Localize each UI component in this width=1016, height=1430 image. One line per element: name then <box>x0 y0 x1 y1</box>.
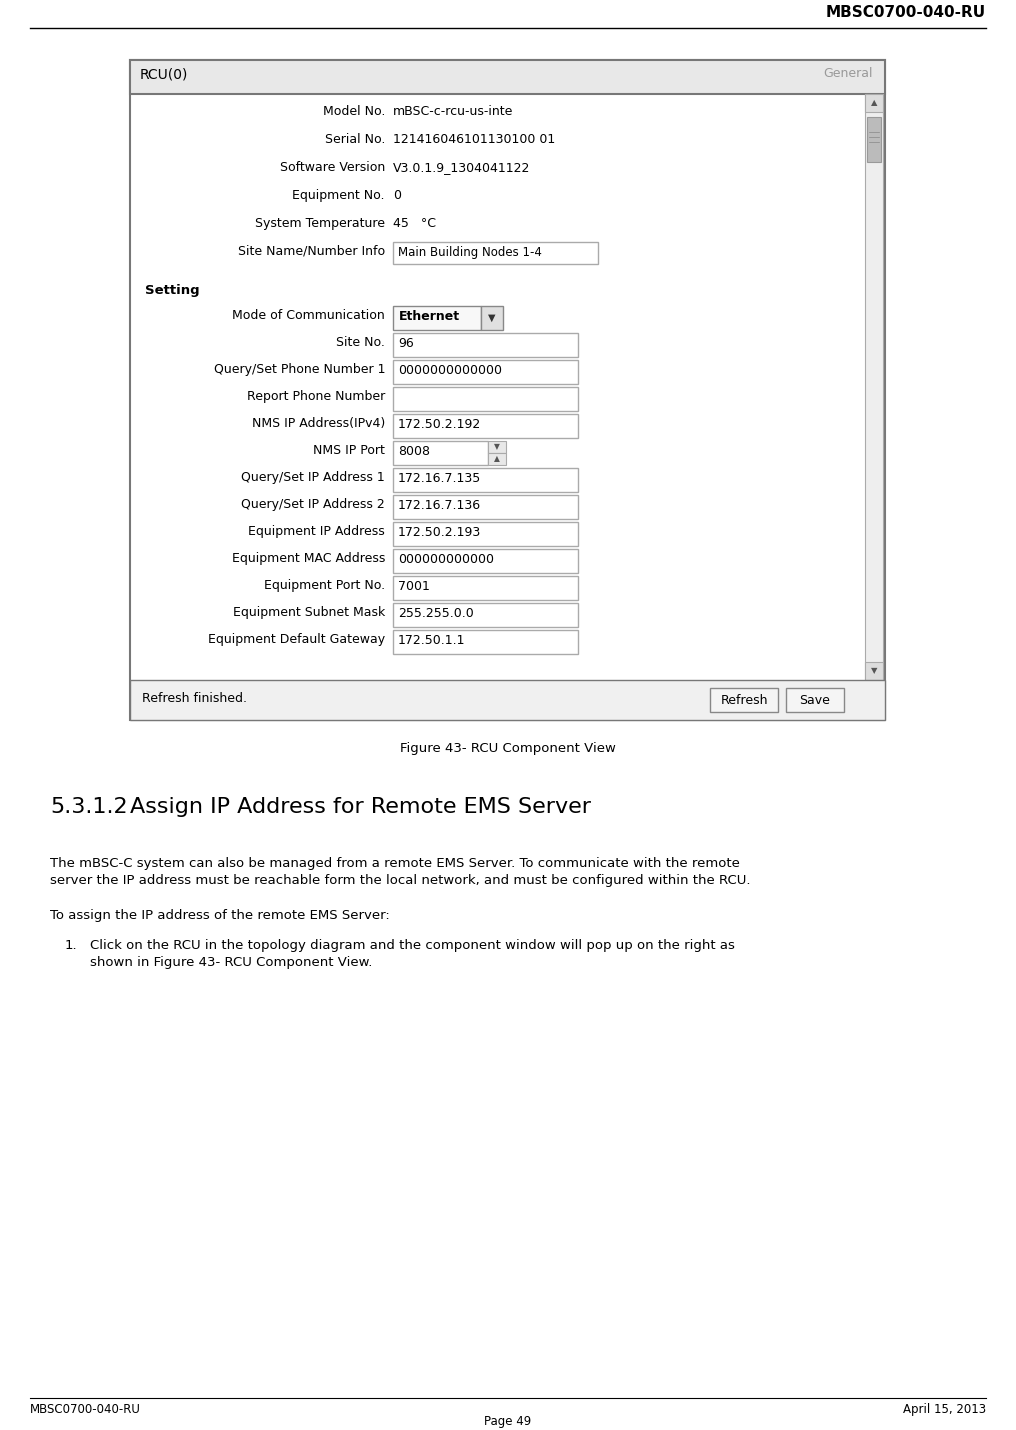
Text: Report Phone Number: Report Phone Number <box>247 390 385 403</box>
Text: 0000000000000: 0000000000000 <box>398 365 502 378</box>
Text: April 15, 2013: April 15, 2013 <box>903 1403 986 1416</box>
Bar <box>130 60 885 94</box>
Text: Equipment No.: Equipment No. <box>293 189 385 202</box>
Bar <box>393 549 578 573</box>
Text: ▲: ▲ <box>871 99 877 107</box>
Text: 172.50.1.1: 172.50.1.1 <box>398 633 465 646</box>
Bar <box>865 94 883 681</box>
Text: shown in Figure 43- RCU Component View.: shown in Figure 43- RCU Component View. <box>90 957 373 970</box>
Bar <box>393 242 598 265</box>
Text: Site Name/Number Info: Site Name/Number Info <box>238 245 385 257</box>
Text: ▼: ▼ <box>494 442 500 452</box>
Bar <box>488 453 506 465</box>
Text: 172.16.7.136: 172.16.7.136 <box>398 499 482 512</box>
Text: Assign IP Address for Remote EMS Server: Assign IP Address for Remote EMS Server <box>130 797 591 817</box>
Text: 172.50.2.193: 172.50.2.193 <box>398 526 482 539</box>
Text: 8008: 8008 <box>398 445 430 458</box>
Text: ▲: ▲ <box>494 455 500 463</box>
Bar <box>393 360 578 385</box>
Bar <box>393 631 578 654</box>
Text: General: General <box>824 67 873 80</box>
Bar <box>393 415 578 438</box>
Text: Figure 43- RCU Component View: Figure 43- RCU Component View <box>400 742 616 755</box>
Bar <box>710 688 778 712</box>
Text: server the IP address must be reachable form the local network, and must be conf: server the IP address must be reachable … <box>50 874 751 887</box>
Text: Equipment MAC Address: Equipment MAC Address <box>232 552 385 565</box>
Text: 96: 96 <box>398 337 414 350</box>
Text: Main Building Nodes 1-4: Main Building Nodes 1-4 <box>398 246 542 259</box>
Bar <box>488 440 506 453</box>
Text: Model No.: Model No. <box>323 104 385 119</box>
Bar <box>865 94 883 112</box>
Text: Software Version: Software Version <box>279 162 385 174</box>
Text: Equipment Port No.: Equipment Port No. <box>264 579 385 592</box>
Bar <box>867 117 881 162</box>
Bar <box>393 603 578 626</box>
Text: MBSC0700-040-RU: MBSC0700-040-RU <box>30 1403 141 1416</box>
Bar <box>393 440 488 465</box>
Text: Click on the RCU in the topology diagram and the component window will pop up on: Click on the RCU in the topology diagram… <box>90 940 735 952</box>
Text: Refresh: Refresh <box>720 694 768 706</box>
Text: ▼: ▼ <box>871 666 877 675</box>
Bar <box>130 681 885 719</box>
Text: 5.3.1.2: 5.3.1.2 <box>50 797 128 817</box>
Text: Equipment Default Gateway: Equipment Default Gateway <box>208 633 385 646</box>
Text: NMS IP Port: NMS IP Port <box>313 443 385 458</box>
Text: 7001: 7001 <box>398 581 430 593</box>
Text: The mBSC-C system can also be managed from a remote EMS Server. To communicate w: The mBSC-C system can also be managed fr… <box>50 857 740 869</box>
Text: V3.0.1.9_1304041122: V3.0.1.9_1304041122 <box>393 162 530 174</box>
Text: 45   °C: 45 °C <box>393 217 436 230</box>
Text: Save: Save <box>800 694 830 706</box>
Text: MBSC0700-040-RU: MBSC0700-040-RU <box>826 4 986 20</box>
Text: Ethernet: Ethernet <box>399 310 460 323</box>
Text: ▼: ▼ <box>489 313 496 323</box>
Text: Refresh finished.: Refresh finished. <box>142 692 247 705</box>
Bar <box>393 468 578 492</box>
Bar <box>393 306 481 330</box>
Text: 1.: 1. <box>65 940 77 952</box>
Bar <box>130 60 885 719</box>
Text: 172.16.7.135: 172.16.7.135 <box>398 472 482 485</box>
Text: Site No.: Site No. <box>336 336 385 349</box>
Text: To assign the IP address of the remote EMS Server:: To assign the IP address of the remote E… <box>50 909 390 922</box>
Bar <box>393 333 578 358</box>
Text: Serial No.: Serial No. <box>325 133 385 146</box>
Text: Page 49: Page 49 <box>485 1416 531 1429</box>
Text: 0: 0 <box>393 189 401 202</box>
Text: 121416046101130100 01: 121416046101130100 01 <box>393 133 556 146</box>
Text: Setting: Setting <box>145 285 199 297</box>
Text: 172.50.2.192: 172.50.2.192 <box>398 418 482 430</box>
Text: 000000000000: 000000000000 <box>398 553 494 566</box>
Text: mBSC-c-rcu-us-inte: mBSC-c-rcu-us-inte <box>393 104 513 119</box>
Bar <box>393 576 578 601</box>
Text: 255.255.0.0: 255.255.0.0 <box>398 606 473 621</box>
Bar <box>393 388 578 410</box>
Text: Equipment IP Address: Equipment IP Address <box>248 525 385 538</box>
Text: Query/Set IP Address 1: Query/Set IP Address 1 <box>241 470 385 483</box>
Bar <box>786 688 844 712</box>
Text: System Temperature: System Temperature <box>255 217 385 230</box>
Text: RCU(0): RCU(0) <box>140 67 188 82</box>
Bar <box>393 522 578 546</box>
Bar <box>865 662 883 681</box>
Text: Mode of Communication: Mode of Communication <box>233 309 385 322</box>
Bar <box>393 495 578 519</box>
Text: NMS IP Address(IPv4): NMS IP Address(IPv4) <box>252 418 385 430</box>
Bar <box>481 306 503 330</box>
Text: Equipment Subnet Mask: Equipment Subnet Mask <box>233 606 385 619</box>
Text: Query/Set IP Address 2: Query/Set IP Address 2 <box>241 498 385 511</box>
Text: Query/Set Phone Number 1: Query/Set Phone Number 1 <box>213 363 385 376</box>
